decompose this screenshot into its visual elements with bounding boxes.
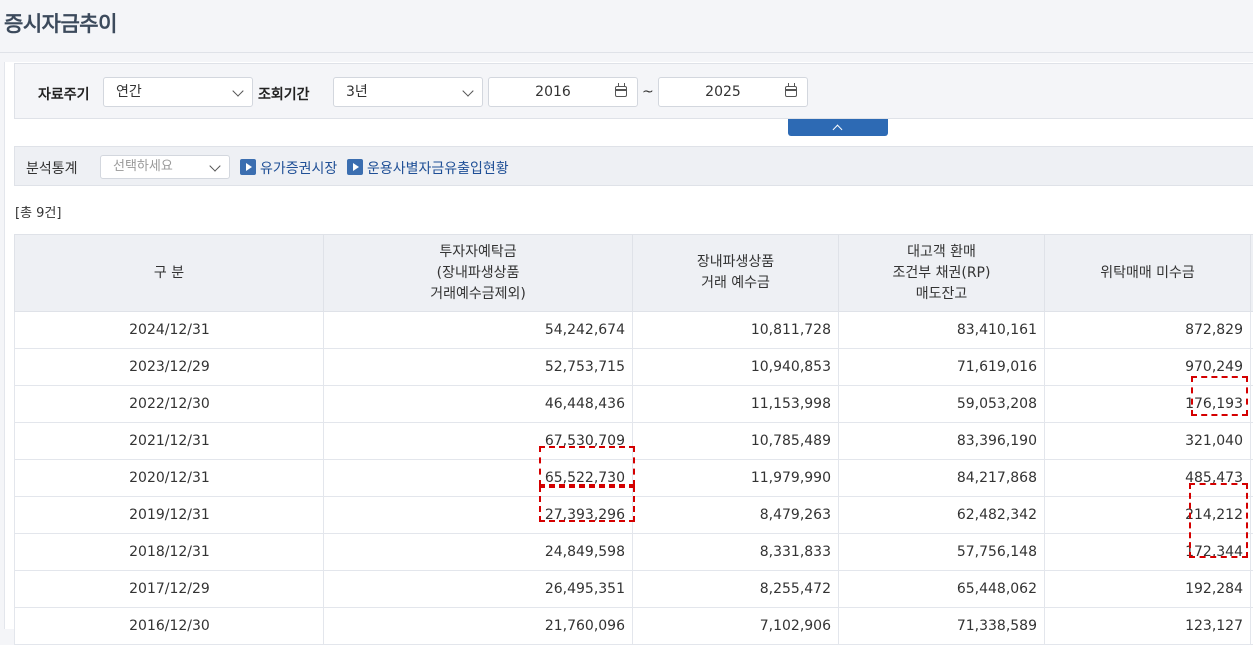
- cell-margin-receivables: 123,127: [1045, 608, 1251, 645]
- calendar-icon[interactable]: [615, 86, 627, 97]
- cell-margin-receivables: 176,193: [1045, 386, 1251, 423]
- cell-date: 2019/12/31: [15, 497, 324, 534]
- cell-date: 2023/12/29: [15, 349, 324, 386]
- period-select[interactable]: 연간: [103, 77, 253, 107]
- cell-investor-deposits: 24,849,598: [324, 534, 633, 571]
- cell-margin-receivables: 321,040: [1045, 423, 1251, 460]
- end-year-value: 2025: [705, 84, 741, 100]
- end-year-input[interactable]: 2025: [658, 77, 808, 107]
- chevron-up-icon: [833, 125, 843, 135]
- cell-rp-balance: 71,619,016: [839, 349, 1045, 386]
- collapse-filter-button[interactable]: [788, 119, 888, 136]
- cell-investor-deposits: 54,242,674: [324, 312, 633, 349]
- start-year-value: 2016: [535, 84, 571, 100]
- cell-rp-balance: 71,338,589: [839, 608, 1045, 645]
- analysis-select-placeholder: 선택하세요: [113, 159, 173, 174]
- cell-margin-receivables: 214,212: [1045, 497, 1251, 534]
- range-separator: ~: [642, 84, 654, 100]
- chevron-down-icon: [462, 85, 473, 96]
- header-margin-receivables: 위탁매매 미수금: [1045, 235, 1251, 312]
- analysis-label: 분석통계: [26, 158, 78, 178]
- cell-derivatives-deposits: 11,153,998: [633, 386, 839, 423]
- cell-derivatives-deposits: 7,102,906: [633, 608, 839, 645]
- cell-investor-deposits: 21,760,096: [324, 608, 633, 645]
- cell-investor-deposits: 27,393,296: [324, 497, 633, 534]
- cell-margin-receivables: 192,284: [1045, 571, 1251, 608]
- table-header-row: 구 분 투자자예탁금 (장내파생상품 거래예수금제외) 장내파생상품 거래 예수…: [15, 235, 1253, 312]
- cell-derivatives-deposits: 10,785,489: [633, 423, 839, 460]
- cell-margin-receivables: 485,473: [1045, 460, 1251, 497]
- cell-date: 2017/12/29: [15, 571, 324, 608]
- cell-rp-balance: 84,217,868: [839, 460, 1045, 497]
- cell-date: 2020/12/31: [15, 460, 324, 497]
- header-rp-balance: 대고객 환매 조건부 채권(RP) 매도잔고: [839, 235, 1045, 312]
- cell-derivatives-deposits: 8,479,263: [633, 497, 839, 534]
- cell-date: 2022/12/30: [15, 386, 324, 423]
- range-select[interactable]: 3년: [333, 77, 483, 107]
- play-arrow-icon: [240, 159, 256, 175]
- cell-date: 2021/12/31: [15, 423, 324, 460]
- period-select-value: 연간: [116, 84, 142, 100]
- cell-investor-deposits: 46,448,436: [324, 386, 633, 423]
- cell-rp-balance: 59,053,208: [839, 386, 1045, 423]
- link-securities-market[interactable]: 유가증권시장: [260, 158, 337, 178]
- calendar-icon[interactable]: [785, 86, 797, 97]
- header-category: 구 분: [15, 235, 324, 312]
- cell-rp-balance: 65,448,062: [839, 571, 1045, 608]
- page-title: 증시자금추이: [4, 8, 117, 38]
- cell-date: 2016/12/30: [15, 608, 324, 645]
- link-fund-flow-by-manager[interactable]: 운용사별자금유출입현황: [367, 158, 509, 178]
- cell-investor-deposits: 65,522,730: [324, 460, 633, 497]
- chevron-down-icon: [209, 160, 220, 171]
- cell-rp-balance: 83,410,161: [839, 312, 1045, 349]
- fund-trend-table: 구 분 투자자예탁금 (장내파생상품 거래예수금제외) 장내파생상품 거래 예수…: [14, 234, 1253, 645]
- header-investor-deposits: 투자자예탁금 (장내파생상품 거래예수금제외): [324, 235, 633, 312]
- cell-margin-receivables: 872,829: [1045, 312, 1251, 349]
- cell-rp-balance: 83,396,190: [839, 423, 1045, 460]
- cell-derivatives-deposits: 10,811,728: [633, 312, 839, 349]
- cell-derivatives-deposits: 8,255,472: [633, 571, 839, 608]
- cell-derivatives-deposits: 8,331,833: [633, 534, 839, 571]
- cell-margin-receivables: 172,344: [1045, 534, 1251, 571]
- cell-margin-receivables: 970,249: [1045, 349, 1251, 386]
- play-arrow-icon: [347, 159, 363, 175]
- cell-rp-balance: 62,482,342: [839, 497, 1045, 534]
- range-select-value: 3년: [346, 84, 368, 100]
- title-divider: [0, 52, 1253, 53]
- cell-rp-balance: 57,756,148: [839, 534, 1045, 571]
- analysis-select[interactable]: 선택하세요: [100, 155, 230, 179]
- header-derivatives-deposits: 장내파생상품 거래 예수금: [633, 235, 839, 312]
- result-count: [총 9건]: [15, 202, 61, 221]
- cell-derivatives-deposits: 11,979,990: [633, 460, 839, 497]
- chevron-down-icon: [232, 85, 243, 96]
- range-label: 조회기간: [258, 84, 310, 104]
- cell-derivatives-deposits: 10,940,853: [633, 349, 839, 386]
- period-label: 자료주기: [38, 84, 90, 104]
- start-year-input[interactable]: 2016: [488, 77, 638, 107]
- cell-investor-deposits: 26,495,351: [324, 571, 633, 608]
- cell-investor-deposits: 67,530,709: [324, 423, 633, 460]
- cell-date: 2024/12/31: [15, 312, 324, 349]
- cell-date: 2018/12/31: [15, 534, 324, 571]
- cell-investor-deposits: 52,753,715: [324, 349, 633, 386]
